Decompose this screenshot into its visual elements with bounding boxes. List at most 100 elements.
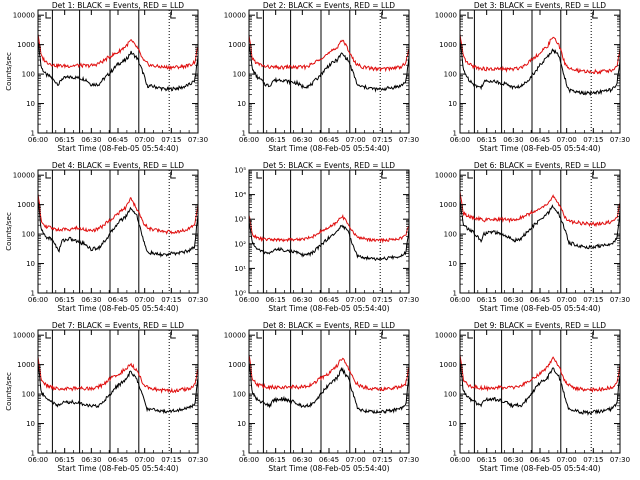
detector-panel-4: 1 10 100 1000 10000 06:00 06:15 06:30 06:45 07:00… (5, 161, 208, 313)
x-tick-label: 06:00 (239, 456, 259, 464)
x-tick-label: 06:00 (450, 456, 470, 464)
y-tick-label: 100 (22, 71, 35, 79)
detector-panel-1: 1 10 100 1000 10000 06:00 06:15 06:30 06:45 07:00… (5, 1, 208, 153)
x-tick-label: 07:15 (161, 296, 181, 304)
x-tick-label: 07:15 (372, 296, 392, 304)
y-tick-label: 10 (448, 100, 457, 108)
y-tick-label: 10 (26, 420, 35, 428)
y-tick-label: 1 (242, 450, 246, 458)
x-tick-label: 07:30 (610, 296, 630, 304)
x-tick-label: 07:15 (583, 136, 603, 144)
x-tick-label: 06:15 (477, 456, 497, 464)
events-trace (459, 198, 621, 250)
y-tick-label: 1 (31, 130, 35, 138)
x-tick-label: 07:30 (399, 456, 419, 464)
flag-marker (256, 12, 262, 19)
panel-title: Det 4: BLACK = Events, RED = LLD (52, 161, 184, 170)
flag-marker (381, 172, 387, 179)
x-tick-label: 07:15 (583, 296, 603, 304)
events-trace (37, 41, 199, 92)
x-tick-label: 06:00 (28, 136, 48, 144)
y-tick-label: 10000 (13, 172, 35, 180)
flag-marker (45, 332, 51, 339)
x-tick-label: 07:00 (135, 456, 155, 464)
y-axis-label: Counts/sec (5, 52, 13, 91)
y-tick-label: 10000 (13, 12, 35, 20)
flag-marker (467, 172, 473, 179)
y-tick-label: 10 (26, 100, 35, 108)
x-tick-label: 07:00 (135, 296, 155, 304)
lld-trace (37, 33, 199, 71)
x-tick-label: 06:15 (266, 296, 286, 304)
x-tick-label: 06:45 (319, 456, 339, 464)
detector-panel-9: 1 10 100 1000 10000 06:00 06:15 06:30 06:45 07:00… (435, 321, 630, 473)
panel-title: Det 3: BLACK = Events, RED = LLD (474, 1, 606, 10)
lld-trace (248, 354, 410, 392)
lld-trace (248, 34, 410, 73)
x-tick-label: 06:15 (266, 136, 286, 144)
x-tick-label: 07:15 (372, 456, 392, 464)
flag-marker (592, 332, 598, 339)
x-tick-label: 06:45 (108, 456, 128, 464)
x-axis-label: Start Time (08-Feb-05 05:54:40) (479, 304, 600, 313)
flag-marker (170, 12, 176, 19)
y-tick-label: 1000 (228, 361, 246, 369)
x-tick-label: 06:45 (319, 136, 339, 144)
x-axis-label: Start Time (08-Feb-05 05:54:40) (479, 464, 600, 473)
y-tick-label: 1000 (439, 201, 457, 209)
panel-title: Det 7: BLACK = Events, RED = LLD (52, 321, 184, 330)
x-axis-label: Start Time (08-Feb-05 05:54:40) (268, 144, 389, 153)
x-tick-label: 06:30 (81, 456, 101, 464)
panel-title: Det 9: BLACK = Events, RED = LLD (474, 321, 606, 330)
x-tick-label: 07:00 (135, 136, 155, 144)
x-tick-label: 06:45 (530, 296, 550, 304)
x-tick-label: 06:45 (530, 456, 550, 464)
x-tick-label: 07:00 (346, 456, 366, 464)
x-tick-label: 06:30 (292, 136, 312, 144)
y-tick-label: 10000 (435, 12, 457, 20)
x-tick-label: 07:15 (372, 136, 392, 144)
y-tick-label: 1000 (17, 361, 35, 369)
x-axis-label: Start Time (08-Feb-05 05:54:40) (57, 144, 178, 153)
plot-frame (37, 9, 199, 134)
flag-marker (381, 332, 387, 339)
x-tick-label: 07:15 (583, 456, 603, 464)
events-trace (37, 362, 199, 415)
y-tick-label: 1000 (439, 361, 457, 369)
y-tick-label: 100 (22, 391, 35, 399)
flag-marker (45, 12, 51, 19)
y-tick-label: 100 (233, 71, 246, 79)
flag-marker (45, 172, 51, 179)
detector-panel-2: 1 10 100 1000 10000 06:00 06:15 06:30 06:45 07:00… (224, 1, 419, 153)
x-tick-label: 06:15 (55, 136, 75, 144)
plot-frame (248, 169, 410, 294)
flag-marker (467, 12, 473, 19)
panel-title: Det 2: BLACK = Events, RED = LLD (263, 1, 395, 10)
y-tick-label: 10³ (234, 216, 246, 224)
x-tick-label: 06:15 (477, 296, 497, 304)
x-tick-label: 07:30 (610, 456, 630, 464)
x-tick-label: 06:15 (477, 136, 497, 144)
flag-marker (592, 12, 598, 19)
panel-title: Det 6: BLACK = Events, RED = LLD (474, 161, 606, 170)
x-tick-label: 06:30 (503, 456, 523, 464)
events-trace (459, 358, 621, 416)
y-axis-label: Counts/sec (5, 212, 13, 251)
flag-marker (170, 172, 176, 179)
lld-trace (459, 191, 621, 228)
detector-panel-7: 1 10 100 1000 10000 06:00 06:15 06:30 06:45 07:00… (5, 321, 208, 473)
y-tick-label: 1000 (228, 41, 246, 49)
x-tick-label: 07:15 (161, 136, 181, 144)
x-tick-label: 06:30 (503, 136, 523, 144)
events-trace (248, 43, 410, 93)
y-tick-label: 100 (444, 71, 457, 79)
plot-frame (248, 9, 410, 134)
x-tick-label: 06:00 (239, 296, 259, 304)
y-tick-label: 10² (234, 240, 246, 248)
x-tick-label: 06:30 (503, 296, 523, 304)
x-tick-label: 06:00 (28, 296, 48, 304)
x-tick-label: 07:30 (610, 136, 630, 144)
lld-trace (248, 214, 410, 244)
x-tick-label: 06:30 (292, 456, 312, 464)
x-tick-label: 06:45 (108, 296, 128, 304)
